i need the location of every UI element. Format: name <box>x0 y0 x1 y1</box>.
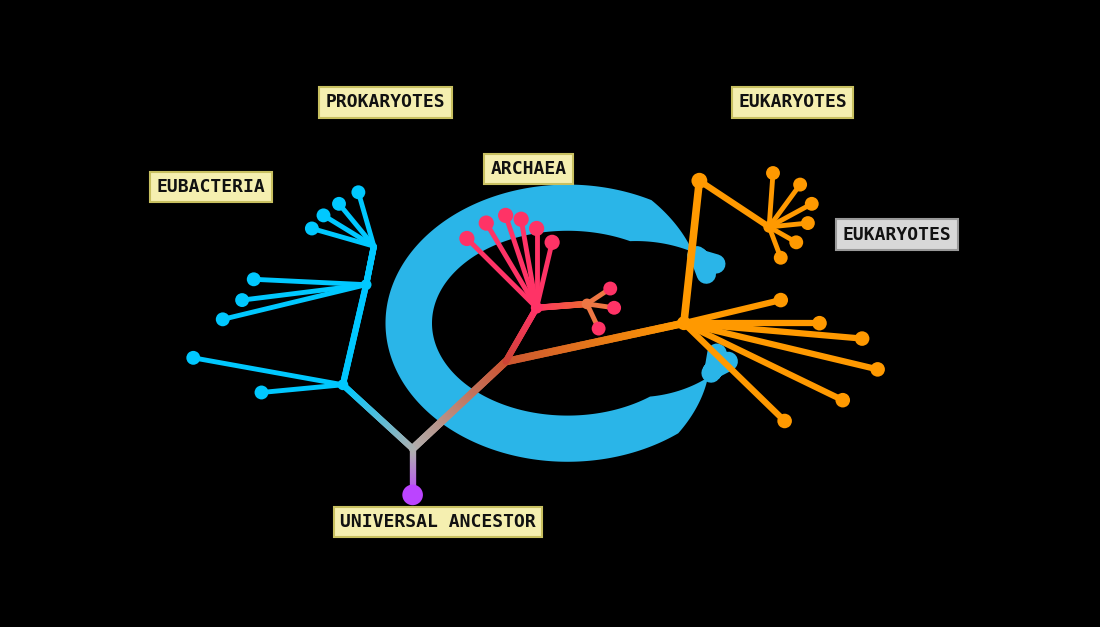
Text: EUKARYOTES: EUKARYOTES <box>738 93 847 111</box>
Point <box>834 395 851 405</box>
Point <box>404 490 421 500</box>
Point <box>528 223 546 233</box>
Point <box>253 387 271 398</box>
Point <box>776 416 793 426</box>
Point <box>602 283 619 293</box>
Point <box>869 364 887 374</box>
Point <box>803 199 821 209</box>
Point <box>458 233 475 243</box>
Point <box>772 295 790 305</box>
Point <box>543 237 561 247</box>
Point <box>791 179 808 189</box>
Point <box>350 187 367 198</box>
Point <box>528 303 546 313</box>
Point <box>854 334 871 344</box>
Point <box>245 274 263 284</box>
Point <box>315 211 332 221</box>
Text: EUBACTERIA: EUBACTERIA <box>156 178 265 196</box>
Point <box>330 199 348 209</box>
Polygon shape <box>385 184 708 461</box>
Point <box>513 214 530 224</box>
Point <box>304 223 321 233</box>
Point <box>764 168 782 178</box>
Point <box>213 314 232 324</box>
Point <box>579 299 596 309</box>
Point <box>477 218 495 228</box>
Point <box>233 295 251 305</box>
Point <box>590 324 607 334</box>
Point <box>497 211 515 221</box>
Point <box>760 222 778 232</box>
Point <box>788 237 805 247</box>
Text: PROKARYOTES: PROKARYOTES <box>326 93 446 111</box>
Point <box>358 280 375 290</box>
Text: ARCHAEA: ARCHAEA <box>491 160 566 178</box>
Text: EUKARYOTES: EUKARYOTES <box>843 226 952 244</box>
Point <box>799 218 816 228</box>
Point <box>185 353 202 363</box>
Point <box>691 176 708 186</box>
Point <box>811 318 828 328</box>
Text: UNIVERSAL ANCESTOR: UNIVERSAL ANCESTOR <box>340 513 536 531</box>
Point <box>334 380 352 390</box>
Point <box>675 318 693 328</box>
Point <box>772 253 790 263</box>
Point <box>605 303 623 313</box>
